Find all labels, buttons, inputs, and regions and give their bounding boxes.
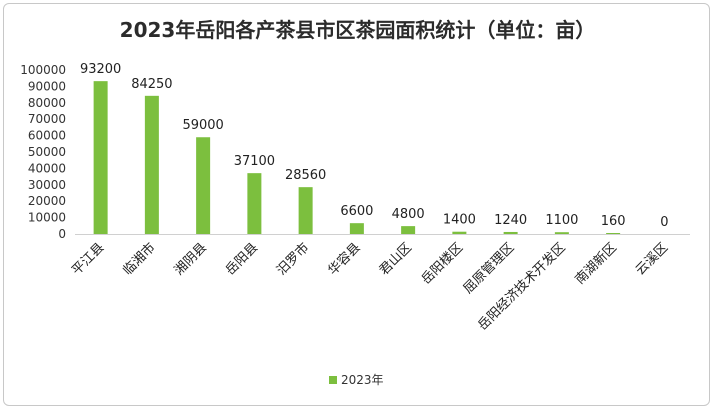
chart-title: 2023年岳阳各产茶县市区茶园面积统计（单位：亩） (119, 18, 596, 42)
data-label: 0 (660, 215, 668, 230)
x-axis-categories: 平江县 临湘市 湘阴县 岳阳县 汨罗市 华容县 君山区 岳阳楼区屈原管理区岳阳经济技术开发区南… (69, 240, 671, 334)
legend-swatch (329, 376, 337, 384)
category-label: 云溪区 (633, 240, 671, 278)
y-tick-label: 10000 (28, 211, 66, 225)
y-tick-label: 0 (58, 227, 66, 241)
bar (452, 231, 467, 234)
y-tick-label: 30000 (28, 178, 66, 192)
bar (144, 95, 159, 234)
data-label: 28560 (285, 168, 326, 183)
y-tick-label: 100000 (20, 63, 66, 77)
y-axis: 0 10000 20000 30000 40000 50000 60000 70000 8000… (20, 63, 690, 241)
data-label: 160 (601, 214, 626, 229)
data-label: 1100 (545, 213, 578, 228)
bar (503, 231, 518, 234)
bar (93, 81, 108, 234)
data-label: 93200 (80, 62, 121, 77)
category-label: 华容县 (325, 240, 364, 279)
chart-frame (3, 3, 710, 406)
data-label: 1400 (443, 213, 476, 228)
category-label: 岳阳楼区 (419, 240, 466, 287)
y-tick-label: 90000 (28, 79, 66, 93)
data-labels: 93200 84250 59000 37100 28560 6600 4800 1400 124… (80, 62, 669, 230)
category-label: 平江县 (69, 240, 107, 278)
y-tick-label: 60000 (28, 129, 66, 143)
data-label: 37100 (234, 154, 275, 169)
data-label: 59000 (182, 118, 223, 133)
data-label: 1240 (494, 213, 527, 228)
y-tick-label: 80000 (28, 96, 66, 110)
category-label: 南湖新区 (572, 240, 620, 288)
bar (554, 232, 569, 234)
category-label: 临湘市 (120, 240, 159, 279)
category-label: 汨罗市 (274, 240, 313, 279)
bars (93, 81, 621, 234)
bar (349, 223, 364, 234)
data-label: 4800 (392, 207, 425, 222)
category-label: 岳阳经济技术开发区 (475, 240, 569, 334)
legend: 2023年 (329, 373, 384, 387)
bar (401, 226, 416, 234)
y-tick-label: 70000 (28, 112, 66, 126)
category-label: 君山区 (377, 240, 415, 278)
bar (606, 233, 621, 234)
bar (298, 187, 313, 234)
y-tick-label: 50000 (28, 145, 66, 159)
data-label: 6600 (340, 204, 373, 219)
bar (196, 137, 211, 234)
y-tick-label: 40000 (28, 161, 66, 175)
y-tick-label: 20000 (28, 194, 66, 208)
data-label: 84250 (131, 77, 172, 92)
legend-label: 2023年 (341, 373, 384, 387)
category-label: 岳阳县 (223, 240, 261, 278)
bar (247, 173, 262, 234)
category-label: 湘阴县 (172, 240, 210, 278)
